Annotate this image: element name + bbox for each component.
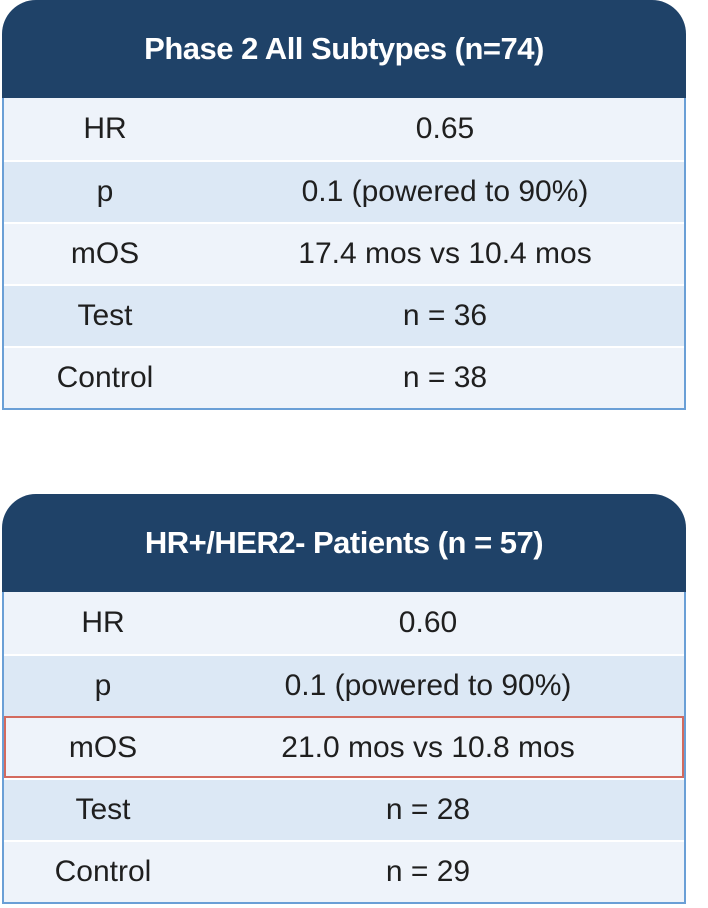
table-row-hr: HR 0.65 <box>4 98 684 160</box>
table-row-control: Control n = 38 <box>4 346 684 408</box>
table-title: HR+/HER2- Patients (n = 57) <box>2 494 686 592</box>
row-label: Test <box>77 299 133 332</box>
row-label: Test <box>75 793 131 826</box>
row-label: Control <box>54 855 152 888</box>
table-body: HR 0.65 p 0.1 (powered to 90%) mOS 17.4 … <box>2 98 686 410</box>
table-row-mos-highlighted: mOS 21.0 mos vs 10.8 mos <box>4 716 684 778</box>
row-label: HR <box>83 112 127 145</box>
row-value: n = 28 <box>385 793 471 826</box>
row-value: 0.1 (powered to 90%) <box>284 669 572 702</box>
row-value: n = 38 <box>402 361 488 394</box>
table-row-p: p 0.1 (powered to 90%) <box>4 160 684 222</box>
row-label: Control <box>56 361 154 394</box>
row-value: 0.65 <box>415 112 475 145</box>
table-body: HR 0.60 p 0.1 (powered to 90%) mOS 21.0 … <box>2 592 686 904</box>
row-value: n = 29 <box>385 855 471 888</box>
row-value: n = 36 <box>402 299 488 332</box>
row-value: 21.0 mos vs 10.8 mos <box>281 731 575 764</box>
row-label: p <box>94 669 112 702</box>
row-value: 0.60 <box>398 606 458 639</box>
table-row-mos: mOS 17.4 mos vs 10.4 mos <box>4 222 684 284</box>
hr-her2-table: HR+/HER2- Patients (n = 57) HR 0.60 p 0.… <box>2 494 686 904</box>
all-subtypes-table: Phase 2 All Subtypes (n=74) HR 0.65 p 0.… <box>2 0 686 410</box>
row-label: mOS <box>70 237 140 270</box>
table-row-p: p 0.1 (powered to 90%) <box>4 654 684 716</box>
table-row-control: Control n = 29 <box>4 840 684 902</box>
row-label: p <box>96 175 114 208</box>
table-row-test: Test n = 36 <box>4 284 684 346</box>
table-row-hr: HR 0.60 <box>4 592 684 654</box>
table-title: Phase 2 All Subtypes (n=74) <box>2 0 686 98</box>
row-value: 17.4 mos vs 10.4 mos <box>298 237 592 270</box>
row-value: 0.1 (powered to 90%) <box>301 175 589 208</box>
table-row-test: Test n = 28 <box>4 778 684 840</box>
row-label: HR <box>81 606 125 639</box>
row-label: mOS <box>68 731 138 764</box>
